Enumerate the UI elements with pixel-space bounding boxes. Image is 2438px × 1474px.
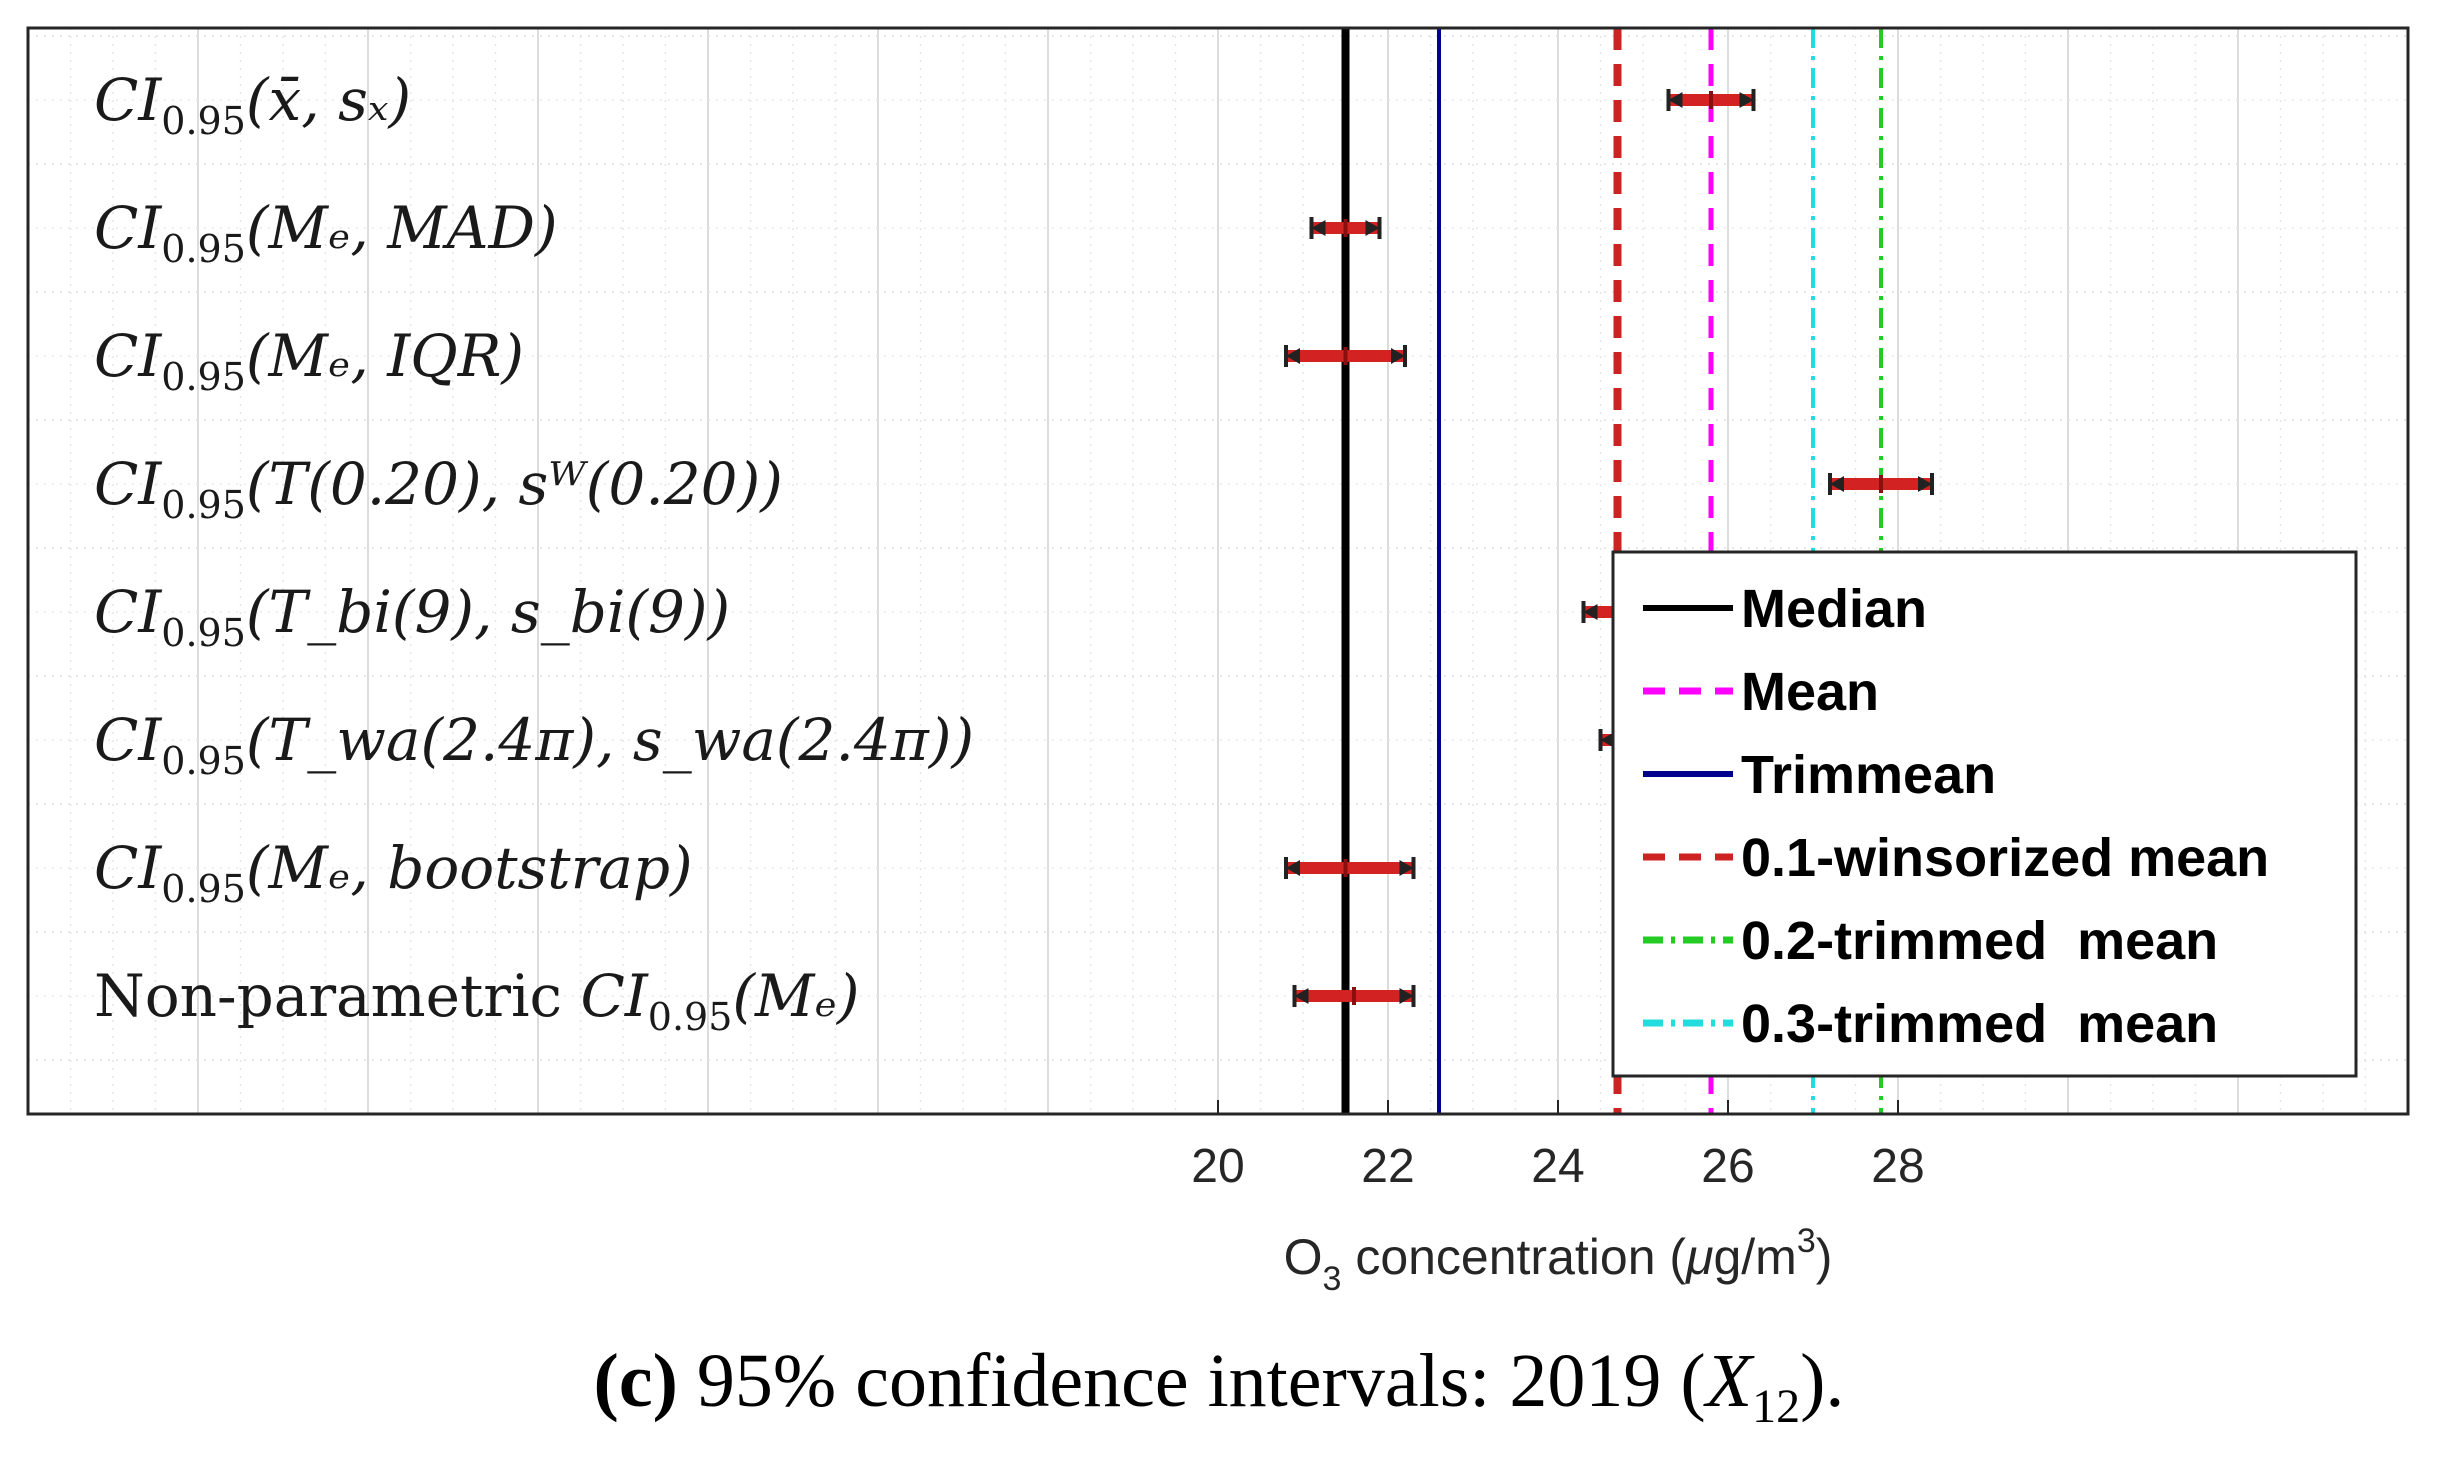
- row-labels: CI0.95(x̄, sₓ) CI0.95(Mₑ, MAD) CI0.95(Mₑ, …: [94, 66, 974, 1039]
- row-label-4: CI0.95(T(0.20), sᵂ(0.20)): [94, 450, 783, 527]
- legend-label: 0.1-winsorized mean: [1741, 828, 2269, 888]
- legend-entry-2: Mean: [1643, 662, 1879, 722]
- caption-text: 95% confidence intervals: 2019 (: [677, 1339, 1706, 1423]
- ci-lower-arrow: [1583, 604, 1598, 620]
- ci-lower-arrow: [1668, 92, 1683, 108]
- ci-lower-arrow: [1830, 476, 1844, 492]
- x-tick-label: 22: [1361, 1140, 1414, 1193]
- legend-label: 0.3-trimmed mean: [1741, 994, 2218, 1054]
- x-tick-label: 26: [1701, 1140, 1754, 1193]
- legend-entry-3: Trimmean: [1643, 745, 1996, 805]
- x-tick-label: 20: [1191, 1140, 1244, 1193]
- x-tick-label: 28: [1871, 1140, 1924, 1193]
- ci-upper-arrow: [1918, 476, 1932, 492]
- caption-sub: 12: [1752, 1380, 1801, 1434]
- legend-entry-5: 0.2-trimmed mean: [1643, 911, 2218, 971]
- ci-interval-8: [1292, 985, 1416, 1007]
- ci-lower-arrow: [1286, 860, 1300, 876]
- ci-interval-3: [1284, 345, 1407, 367]
- ci-interval-1: [1666, 89, 1756, 111]
- row-label-7: CI0.95(Mₑ, bootstrap): [94, 834, 693, 911]
- legend: Median Mean Trimmean 0.1-winsorized mean 0.2…: [1611, 550, 2358, 1078]
- caption-var: X: [1705, 1339, 1753, 1423]
- caption-panel: (c): [593, 1339, 678, 1423]
- ci-interval-7: [1284, 857, 1416, 879]
- ci-interval-2: [1309, 217, 1382, 239]
- ci-upper-arrow: [1365, 220, 1380, 236]
- row-label-6: CI0.95(T_wa(2.4π), s_wa(2.4π)): [94, 706, 974, 783]
- legend-label: Mean: [1741, 662, 1879, 722]
- row-label-1: CI0.95(x̄, sₓ): [94, 66, 411, 143]
- ci-interval-4: [1828, 473, 1934, 495]
- row-label-2: CI0.95(Mₑ, MAD): [94, 194, 558, 271]
- legend-entry-1: Median: [1643, 579, 1927, 639]
- legend-entry-6: 0.3-trimmed mean: [1643, 994, 2218, 1054]
- row-label-3: CI0.95(Mₑ, IQR): [94, 322, 524, 399]
- ci-upper-arrow: [1399, 988, 1414, 1004]
- ci-upper-arrow: [1739, 92, 1754, 108]
- chart: CI0.95(x̄, sₓ) CI0.95(Mₑ, MAD) CI0.95(Mₑ, …: [26, 26, 2410, 1298]
- ci-lower-arrow: [1294, 988, 1309, 1004]
- ci-lower-arrow: [1286, 348, 1300, 364]
- x-tick-label: 24: [1531, 1140, 1584, 1193]
- ci-lower-arrow: [1600, 732, 1615, 748]
- legend-label: Median: [1741, 579, 1927, 639]
- legend-label: 0.2-trimmed mean: [1741, 911, 2218, 971]
- ci-lower-arrow: [1311, 220, 1326, 236]
- x-ticks: 20 22 24 26 28: [1191, 1100, 1925, 1193]
- caption-tail: ).: [1800, 1339, 1845, 1423]
- x-axis-label: O3 concentration (μg/m3): [1284, 1222, 1833, 1298]
- legend-box: [1611, 550, 2358, 1078]
- figure-caption: (c) 95% confidence intervals: 2019 (X12)…: [0, 1338, 2438, 1434]
- legend-label: Trimmean: [1741, 745, 1996, 805]
- ci-upper-arrow: [1399, 860, 1414, 876]
- row-label-8: Non-parametric CI0.95(Mₑ): [94, 962, 859, 1039]
- legend-entry-4: 0.1-winsorized mean: [1643, 828, 2269, 888]
- row-label-5: CI0.95(T_bi(9), s_bi(9)): [94, 578, 730, 655]
- ci-upper-arrow: [1391, 348, 1405, 364]
